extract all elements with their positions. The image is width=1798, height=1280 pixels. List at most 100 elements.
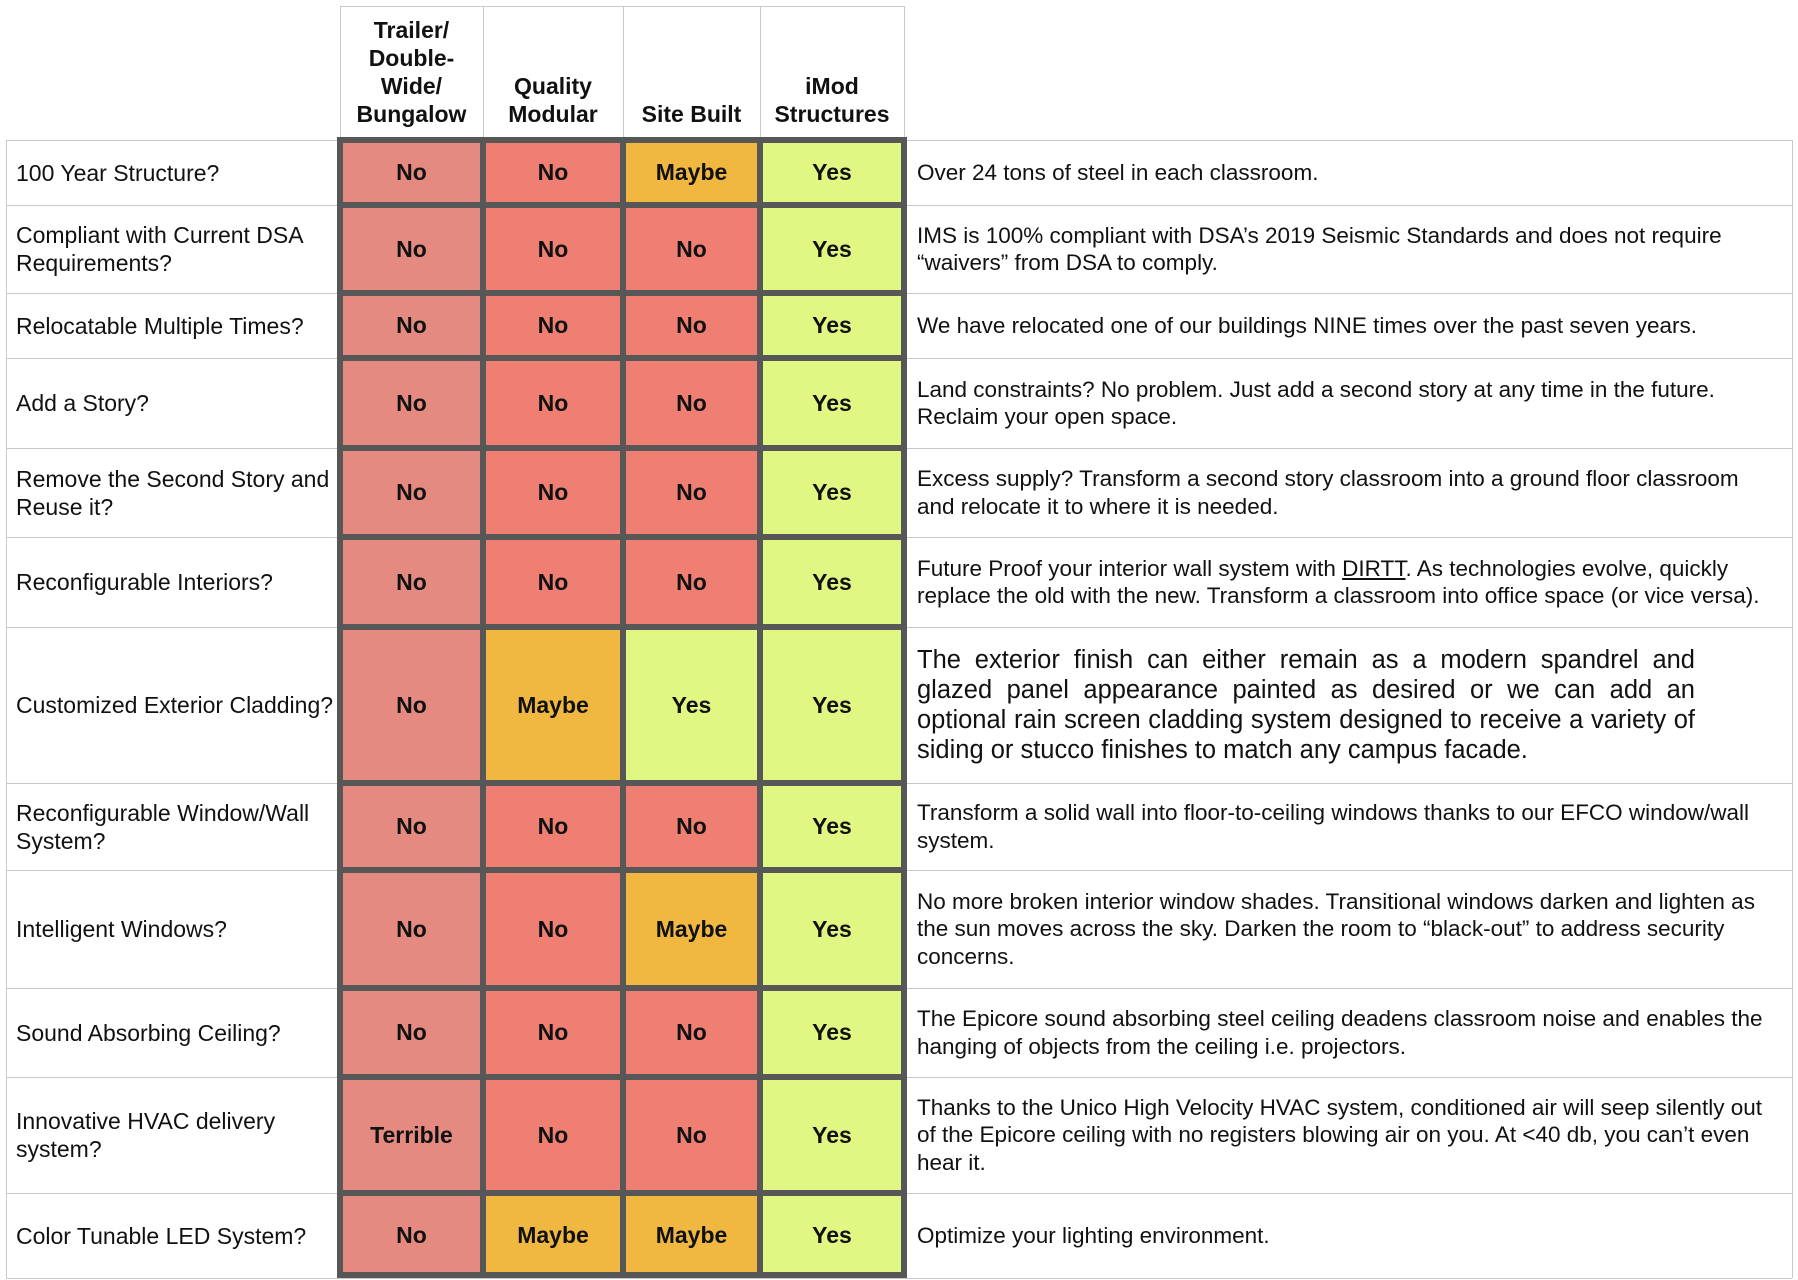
rating-cell: No [623, 1077, 760, 1193]
rating-cell: No [623, 205, 760, 293]
row-criterion: Sound Absorbing Ceiling? [16, 1019, 281, 1046]
rating-block-horizontal-border [337, 624, 907, 630]
row-description: Excess supply? Transform a second story … [917, 448, 1779, 537]
table-top-rule [340, 6, 904, 7]
row-description: Land constraints? No problem. Just add a… [917, 358, 1779, 448]
rating-cell: Maybe [623, 140, 760, 205]
rating-block-horizontal-border [337, 1074, 907, 1080]
rating-cell: No [623, 448, 760, 537]
rating-block-vertical-border [620, 137, 626, 1278]
rating-cell: No [340, 448, 483, 537]
rating-cell: No [340, 205, 483, 293]
row-divider [6, 1278, 1792, 1279]
rating-cell: Yes [760, 140, 904, 205]
row-description: Over 24 tons of steel in each classroom. [917, 140, 1779, 205]
rating-cell: No [340, 140, 483, 205]
description-text: The exterior finish can either remain as… [917, 646, 1695, 764]
rating-block-vertical-border [901, 137, 907, 1278]
rating-cell: Maybe [623, 1193, 760, 1278]
rating-cell: No [340, 627, 483, 783]
rating-cell: No [623, 783, 760, 870]
description-text: Future Proof your interior wall system w… [917, 555, 1779, 610]
rating-cell: Yes [760, 1193, 904, 1278]
description-text: Transform a solid wall into floor-to-cei… [917, 800, 1749, 853]
row-criterion: Compliant with Current DSA Requirements? [16, 222, 303, 276]
row-description: IMS is 100% compliant with DSA’s 2019 Se… [917, 205, 1779, 293]
rating-block-horizontal-border [337, 867, 907, 873]
rating-cell: Yes [760, 293, 904, 358]
dirtt-link[interactable]: DIRTT [1342, 555, 1406, 581]
description-text: Excess supply? Transform a second story … [917, 466, 1739, 519]
rating-cell: No [483, 988, 623, 1077]
rating-cell: No [483, 448, 623, 537]
row-criterion: Intelligent Windows? [16, 916, 227, 942]
rating-block-horizontal-border [337, 1190, 907, 1196]
description-text: Optimize your lighting environment. [917, 1222, 1270, 1248]
row-description: Future Proof your interior wall system w… [917, 537, 1779, 627]
rating-cell: No [483, 358, 623, 448]
rating-cell: No [483, 140, 623, 205]
rating-cell: Yes [760, 537, 904, 627]
rating-cell: No [483, 205, 623, 293]
rating-block-horizontal-border [337, 985, 907, 991]
rating-cell: No [623, 537, 760, 627]
rating-block-horizontal-border [337, 780, 907, 786]
rating-cell: No [483, 293, 623, 358]
rating-block-horizontal-border [337, 202, 907, 208]
rating-cell: No [340, 358, 483, 448]
rating-cell: Maybe [483, 627, 623, 783]
row-description: We have relocated one of our buildings N… [917, 293, 1779, 358]
column-divider [1792, 140, 1793, 1278]
rating-cell: No [340, 1193, 483, 1278]
description-text: Thanks to the Unico High Velocity HVAC s… [917, 1094, 1762, 1175]
row-description: The Epicore sound absorbing steel ceilin… [917, 988, 1779, 1077]
rating-cell: No [340, 988, 483, 1077]
rating-block-vertical-border [757, 137, 763, 1278]
rating-cell: No [483, 870, 623, 988]
description-text: No more broken interior window shades. T… [917, 888, 1755, 969]
row-criterion: Add a Story? [16, 390, 149, 416]
row-description: Optimize your lighting environment. [917, 1193, 1779, 1278]
description-text: Over 24 tons of steel in each classroom. [917, 159, 1319, 185]
rating-cell: No [623, 988, 760, 1077]
description-text: The Epicore sound absorbing steel ceilin… [917, 1006, 1763, 1059]
description-fragment: Future Proof your interior wall system w… [917, 555, 1343, 581]
rating-block-horizontal-border [337, 1272, 907, 1278]
row-criterion: Color Tunable LED System? [16, 1222, 307, 1249]
rating-cell: No [340, 537, 483, 627]
row-criterion: Innovative HVAC delivery system? [16, 1108, 276, 1162]
rating-cell: Yes [760, 448, 904, 537]
rating-cell: Yes [760, 1077, 904, 1193]
description-fragment: . As technologies evolve, quickly replac… [917, 555, 1760, 609]
rating-cell: Maybe [623, 870, 760, 988]
rating-block-horizontal-border [337, 290, 907, 296]
row-criterion: Relocatable Multiple Times? [16, 312, 304, 339]
rating-block-vertical-border [337, 137, 343, 1278]
rating-cell: No [483, 537, 623, 627]
rating-block-horizontal-border [337, 445, 907, 451]
column-header: Site Built [641, 101, 742, 127]
rating-block-horizontal-border [337, 137, 907, 143]
row-criterion: Reconfigurable Window/Wall System? [16, 799, 310, 854]
rating-cell: No [483, 1077, 623, 1193]
description-text: Land constraints? No problem. Just add a… [917, 376, 1715, 430]
rating-cell: Yes [760, 988, 904, 1077]
row-criterion: 100 Year Structure? [16, 159, 220, 186]
rating-cell: No [340, 293, 483, 358]
rating-cell: Yes [760, 783, 904, 870]
row-description: Thanks to the Unico High Velocity HVAC s… [917, 1077, 1779, 1193]
rating-cell: Yes [760, 870, 904, 988]
rating-cell: Terrible [340, 1077, 483, 1193]
rating-cell: No [623, 358, 760, 448]
description-text: We have relocated one of our buildings N… [917, 312, 1697, 338]
rating-cell: Yes [760, 358, 904, 448]
rating-cell: Maybe [483, 1193, 623, 1278]
row-description: No more broken interior window shades. T… [917, 870, 1779, 988]
row-description: Transform a solid wall into floor-to-cei… [917, 783, 1779, 870]
column-header: Quality Modular [508, 73, 598, 127]
rating-block-horizontal-border [337, 355, 907, 361]
row-criterion: Customized Exterior Cladding? [16, 692, 334, 718]
rating-cell: No [340, 870, 483, 988]
rating-cell: No [623, 293, 760, 358]
